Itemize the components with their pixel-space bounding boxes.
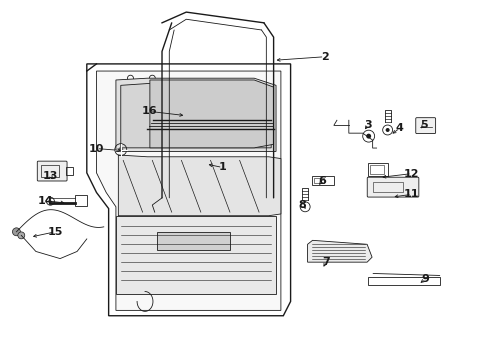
Circle shape (13, 228, 20, 236)
Text: 1: 1 (218, 162, 226, 172)
Bar (372, 182, 402, 192)
Polygon shape (150, 80, 273, 148)
Circle shape (385, 128, 389, 132)
Bar (41, 165, 59, 177)
Bar (75, 195, 87, 206)
Text: 11: 11 (403, 189, 419, 199)
Text: 16: 16 (142, 107, 157, 116)
Circle shape (366, 134, 370, 139)
Text: 12: 12 (403, 168, 419, 179)
Text: 7: 7 (322, 257, 329, 267)
Text: 8: 8 (298, 200, 306, 210)
Text: 3: 3 (364, 120, 371, 130)
Bar (367, 278, 439, 285)
Bar (314, 179, 324, 183)
FancyBboxPatch shape (37, 161, 67, 181)
FancyBboxPatch shape (415, 118, 435, 134)
Text: 10: 10 (89, 144, 104, 154)
Text: 13: 13 (42, 171, 58, 181)
Text: 15: 15 (47, 227, 63, 237)
Text: 9: 9 (420, 274, 428, 284)
Polygon shape (121, 84, 271, 148)
Polygon shape (157, 232, 229, 249)
Text: 14: 14 (38, 196, 53, 206)
Text: 2: 2 (320, 52, 328, 62)
Polygon shape (116, 216, 275, 294)
FancyBboxPatch shape (366, 177, 418, 197)
Polygon shape (118, 155, 280, 216)
Bar (369, 165, 383, 175)
Polygon shape (307, 240, 371, 262)
Bar (312, 176, 334, 185)
Circle shape (118, 147, 123, 152)
Text: 6: 6 (318, 176, 325, 186)
Bar (66, 167, 73, 175)
Text: 4: 4 (395, 123, 403, 133)
Polygon shape (116, 78, 275, 152)
Polygon shape (96, 71, 280, 310)
Bar (367, 162, 387, 176)
Circle shape (18, 232, 25, 239)
Text: 5: 5 (419, 120, 427, 130)
